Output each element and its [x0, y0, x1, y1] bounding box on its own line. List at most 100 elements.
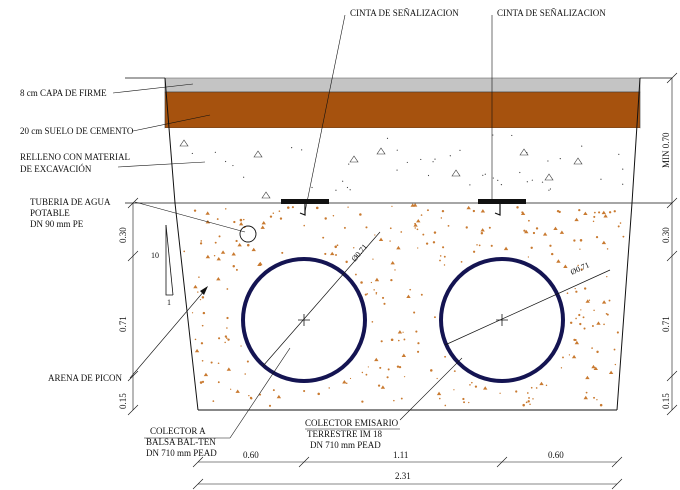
arena-speck: [345, 382, 348, 384]
arena-speck: [563, 264, 568, 268]
arena-speck: [246, 243, 250, 247]
arena-speck: [375, 291, 378, 294]
colector-emisario-center-mark: [496, 314, 508, 326]
arena-speck: [523, 229, 526, 232]
right-dim-min070: MIN 0.70: [661, 132, 671, 168]
arena-speck: [460, 261, 463, 263]
arena-speck: [574, 287, 576, 290]
arena-speck: [322, 236, 325, 239]
arena-speck: [466, 205, 471, 210]
relleno-layer: [165, 128, 640, 203]
arena-speckle-texture: [183, 203, 625, 407]
arena-speck: [183, 250, 186, 253]
arena-speck: [349, 377, 352, 380]
relleno-aggregate: [179, 139, 189, 147]
arena-speck: [225, 337, 228, 339]
relleno-speck: [348, 163, 350, 165]
arena-speck: [529, 403, 531, 406]
arena-speck: [413, 311, 416, 314]
arena-speck: [591, 347, 593, 349]
relleno-speck: [511, 134, 513, 137]
colector-a-center-mark: [298, 314, 310, 326]
arena-speck: [216, 256, 221, 261]
arena-speck: [599, 403, 603, 407]
arena-speck: [403, 338, 406, 341]
arena-speck: [441, 209, 445, 213]
relleno-speck: [482, 174, 484, 176]
arena-speck: [213, 254, 216, 257]
arena-speck: [203, 372, 209, 377]
arena-speck: [521, 211, 524, 214]
arena-speck: [347, 206, 349, 208]
relleno-speck: [492, 134, 494, 136]
slope-label-10: 10: [151, 251, 159, 260]
relleno-speck: [406, 161, 408, 164]
capa-firme-layer: [164, 77, 641, 93]
arena-speck: [403, 376, 406, 378]
arena-speck: [390, 338, 394, 342]
arena-speck: [453, 389, 455, 391]
arena-speck: [433, 316, 436, 319]
arena-speck: [342, 380, 347, 384]
arena-speck: [575, 290, 578, 293]
relleno-speck: [549, 188, 552, 190]
arena-speck: [578, 208, 581, 212]
arena-speck: [226, 367, 232, 371]
arena-speck: [238, 221, 244, 226]
right-dim-071: 0.71: [661, 316, 671, 332]
arena-speck: [199, 242, 203, 245]
arena-speck: [499, 392, 501, 394]
arena-speck: [596, 321, 601, 325]
arena-speck: [591, 324, 594, 327]
relleno-speck: [291, 147, 293, 149]
arena-speck: [191, 312, 194, 314]
arena-speck: [381, 296, 385, 299]
arena-speck: [526, 392, 529, 394]
arena-speck: [465, 226, 468, 229]
arena-label: ARENA DE PICON: [48, 373, 123, 383]
arena-speck: [315, 206, 319, 210]
arena-speck: [539, 381, 544, 386]
arena-speck: [201, 296, 205, 299]
arena-speck: [359, 213, 362, 216]
arena-speck: [396, 365, 400, 368]
arena-speck: [580, 268, 583, 271]
arena-speck: [355, 273, 357, 276]
arena-speck: [420, 293, 423, 296]
relleno-aggregate: [573, 157, 583, 165]
arena-speck: [397, 330, 403, 334]
arena-speck: [272, 389, 275, 392]
arena-speck: [379, 366, 382, 369]
relleno-speck: [420, 158, 422, 161]
arena-speck: [417, 247, 419, 249]
suelo-cemento-layer: [164, 91, 641, 129]
arena-speck: [335, 254, 337, 256]
arena-speck: [601, 240, 607, 245]
suelo-cemento-label: 20 cm SUELO DE CEMENTO: [20, 126, 134, 136]
colector-emisario-label-2: TERRESTRE IM 18: [307, 429, 383, 439]
arena-speck: [199, 299, 202, 301]
arena-speck: [218, 235, 221, 238]
arena-speck: [367, 366, 369, 368]
arena-speck: [330, 251, 335, 256]
arena-speck: [268, 404, 272, 407]
arena-speck: [278, 210, 281, 212]
relleno-speck: [541, 181, 544, 183]
arena-speck: [585, 299, 590, 303]
arena-speck: [226, 316, 229, 320]
arena-speck: [224, 335, 228, 338]
arena-speck: [532, 398, 534, 400]
arena-speck: [603, 214, 608, 218]
relleno-speck: [559, 158, 561, 160]
arena-speck: [235, 239, 238, 243]
arena-speck: [212, 400, 215, 403]
arena-speck: [569, 321, 573, 324]
arena-speck: [240, 345, 242, 347]
arena-speck: [524, 229, 529, 234]
arena-speck: [527, 256, 530, 258]
arena-speck: [462, 397, 465, 401]
arena-speck: [291, 206, 294, 209]
bottom-dim-060-left: 0.60: [243, 450, 259, 460]
relleno-speck: [531, 179, 533, 181]
colector-emisario-label-1: COLECTOR EMISARIO: [305, 418, 399, 428]
